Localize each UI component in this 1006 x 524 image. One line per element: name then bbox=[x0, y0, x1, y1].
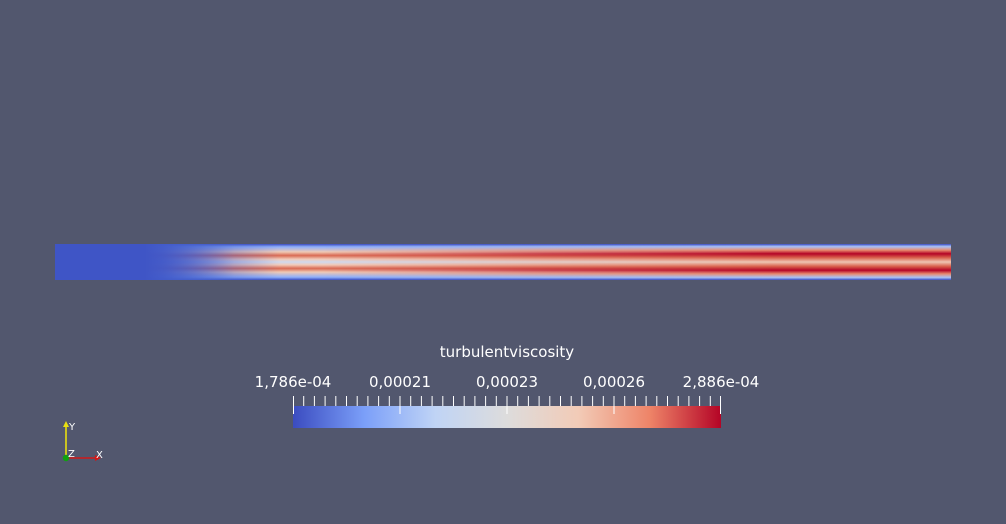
colorbar-tick-label-4: 0,00026 bbox=[582, 373, 646, 391]
colorbar-tick-label-3: 0,00023 bbox=[475, 373, 539, 391]
colorbar-tick-label-2: 0,00021 bbox=[368, 373, 432, 391]
z-axis-marker bbox=[62, 454, 70, 462]
colorbar-tick-label-min: 1,786e-04 bbox=[254, 373, 332, 391]
colorbar-tick-label-max: 2,886e-04 bbox=[682, 373, 760, 391]
y-axis-label: Y bbox=[68, 422, 76, 433]
y-axis-arrow bbox=[63, 421, 69, 427]
x-axis-label: X bbox=[96, 450, 103, 461]
x-axis-arrow bbox=[95, 455, 101, 461]
colorbar[interactable] bbox=[293, 396, 721, 428]
colorbar-title: turbulentviscosity bbox=[439, 343, 575, 361]
z-axis-label: Z bbox=[68, 449, 75, 460]
colorbar-ticks bbox=[293, 396, 721, 414]
orientation-axes-widget: Y Z X bbox=[58, 418, 108, 464]
pipe-flow-field bbox=[55, 244, 951, 280]
